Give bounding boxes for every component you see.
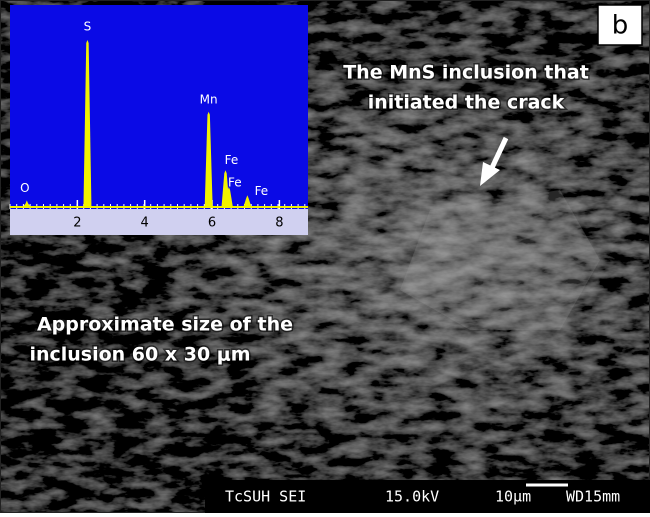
annotation: inclusion 60 x 30 μm	[29, 344, 250, 366]
info-text: TcSUH SEI	[225, 488, 306, 506]
x-tick-label: 4	[141, 216, 149, 231]
peak-label: Fe	[228, 175, 242, 189]
eds-inset: 2 4 6 8 O S Mn Fe Fe Fe	[10, 5, 308, 235]
peak-label: Fe	[225, 153, 239, 167]
info-text: 15.0kV	[385, 488, 439, 506]
info-text: WD15mm	[566, 488, 620, 506]
peak-label: S	[84, 20, 92, 34]
x-tick-label: 8	[275, 216, 283, 231]
inset-plot-area	[10, 5, 308, 209]
inset-axis-band	[10, 209, 308, 235]
info-text: 10μm	[495, 488, 531, 506]
x-tick-label: 6	[208, 216, 216, 231]
peak-label: Fe	[255, 184, 269, 198]
peak-label: O	[20, 181, 29, 195]
annotation: Approximate size of the	[37, 314, 293, 336]
panel-label: b	[612, 11, 629, 41]
page: b The MnS inclusion that initiated the c…	[0, 0, 650, 513]
peak-label: Mn	[200, 92, 218, 106]
x-tick-label: 2	[73, 216, 81, 231]
figure: b The MnS inclusion that initiated the c…	[0, 0, 650, 513]
annotation: initiated the crack	[368, 92, 565, 114]
annotation: The MnS inclusion that	[343, 62, 589, 84]
